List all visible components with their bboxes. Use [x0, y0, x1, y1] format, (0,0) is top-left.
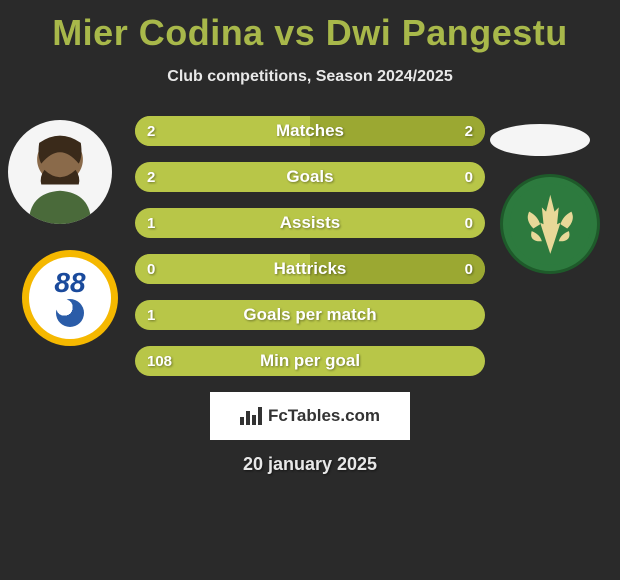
player-right-avatar — [490, 124, 590, 156]
player-left-avatar — [8, 120, 112, 224]
stat-label: Hattricks — [135, 259, 485, 279]
stat-label: Min per goal — [135, 351, 485, 371]
date-text: 20 january 2025 — [0, 454, 620, 475]
stat-row: 00Hattricks — [135, 254, 485, 284]
stat-label: Goals per match — [135, 305, 485, 325]
club-right-crest-icon — [508, 182, 593, 267]
stat-label: Assists — [135, 213, 485, 233]
comparison-content: 88 22Matches 20Goals 10Assists 00Hattricks 1… — [0, 116, 620, 376]
page-title: Mier Codina vs Dwi Pangestu — [0, 0, 620, 54]
bar-chart-icon — [240, 407, 262, 425]
stats-bars: 22Matches 20Goals 10Assists 00Hattricks 1Goa… — [135, 116, 485, 376]
avatar-placeholder-icon — [8, 120, 112, 224]
soccer-ball-icon — [56, 299, 84, 327]
club-left-badge: 88 — [22, 250, 118, 346]
subtitle: Club competitions, Season 2024/2025 — [0, 68, 620, 86]
stat-row: 10Assists — [135, 208, 485, 238]
stat-row: 22Matches — [135, 116, 485, 146]
stat-row: 1Goals per match — [135, 300, 485, 330]
club-left-number: 88 — [54, 269, 85, 297]
club-right-badge — [500, 174, 600, 274]
stat-row: 20Goals — [135, 162, 485, 192]
stat-row: 108Min per goal — [135, 346, 485, 376]
stat-label: Matches — [135, 121, 485, 141]
footer-brand-text: FcTables.com — [268, 406, 380, 426]
footer-brand: FcTables.com — [210, 392, 410, 440]
stat-label: Goals — [135, 167, 485, 187]
